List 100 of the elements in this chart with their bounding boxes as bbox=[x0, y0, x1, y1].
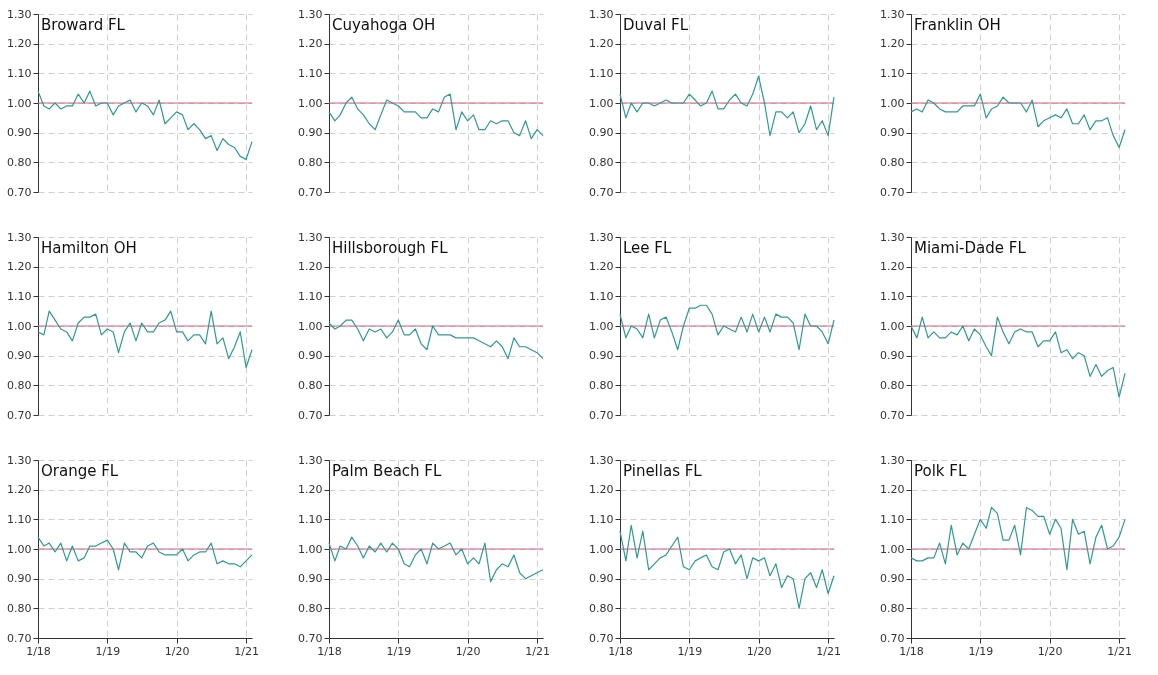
chart-title: Pinellas FL bbox=[623, 462, 703, 480]
y-tick-label: 0.70 bbox=[589, 408, 614, 422]
line-series bbox=[619, 75, 835, 137]
y-tick-label: 1.00 bbox=[589, 319, 614, 333]
y-tick-label: 1.00 bbox=[298, 96, 323, 110]
y-tick-label: 1.00 bbox=[7, 319, 32, 333]
y-tick-label: 0.80 bbox=[298, 155, 323, 169]
y-tick-label: 1.20 bbox=[880, 483, 905, 497]
x-tick-label: 1/18 bbox=[317, 644, 342, 658]
y-tick-label: 0.70 bbox=[7, 185, 32, 199]
x-tick-label: 1/20 bbox=[746, 644, 772, 658]
chart-title: Cuyahoga OH bbox=[332, 16, 436, 34]
y-tick-label: 1.30 bbox=[298, 7, 323, 21]
y-tick-label: 0.70 bbox=[880, 185, 905, 199]
line-series bbox=[328, 319, 544, 360]
y-tick-label: 1.30 bbox=[7, 230, 32, 244]
line-series bbox=[910, 506, 1126, 571]
y-tick-label: 1.10 bbox=[589, 66, 614, 80]
y-tick-label: 1.10 bbox=[880, 289, 905, 303]
y-tick-label: 1.10 bbox=[7, 512, 32, 526]
y-tick-label: 1.20 bbox=[298, 483, 323, 497]
y-tick-label: 1.20 bbox=[589, 37, 614, 51]
y-tick-label: 0.80 bbox=[880, 601, 905, 615]
y-tick-label: 1.20 bbox=[880, 260, 905, 274]
x-tick-label: 1/21 bbox=[234, 644, 259, 658]
line-series bbox=[328, 93, 544, 140]
line-series bbox=[619, 524, 835, 609]
line-series bbox=[37, 310, 253, 369]
line-series bbox=[910, 316, 1126, 398]
chart-title: Hillsborough FL bbox=[332, 239, 449, 257]
x-tick-label: 1/21 bbox=[525, 644, 550, 658]
y-tick-label: 0.90 bbox=[589, 349, 614, 363]
y-tick-label: 1.00 bbox=[880, 319, 905, 333]
y-tick-label: 1.10 bbox=[880, 512, 905, 526]
x-tick-label: 1/20 bbox=[164, 644, 190, 658]
y-tick-label: 0.70 bbox=[589, 631, 614, 645]
y-tick-label: 0.90 bbox=[298, 572, 323, 586]
y-tick-label: 0.90 bbox=[589, 572, 614, 586]
x-tick-label: 1/19 bbox=[95, 644, 121, 658]
y-tick-label: 0.70 bbox=[589, 185, 614, 199]
y-tick-label: 1.00 bbox=[880, 542, 905, 556]
y-tick-label: 1.20 bbox=[589, 260, 614, 274]
y-tick-label: 1.10 bbox=[589, 289, 614, 303]
y-tick-label: 1.10 bbox=[298, 289, 323, 303]
y-tick-label: 1.30 bbox=[880, 453, 905, 467]
y-tick-label: 1.30 bbox=[589, 453, 614, 467]
x-tick-label: 1/18 bbox=[899, 644, 924, 658]
y-tick-label: 1.20 bbox=[880, 37, 905, 51]
x-tick-label: 1/18 bbox=[608, 644, 633, 658]
chart-title: Miami-Dade FL bbox=[914, 239, 1027, 257]
y-tick-label: 1.00 bbox=[880, 96, 905, 110]
y-tick-label: 1.00 bbox=[298, 542, 323, 556]
chart-title: Polk FL bbox=[914, 462, 967, 480]
line-series bbox=[328, 536, 544, 583]
y-tick-label: 1.20 bbox=[589, 483, 614, 497]
x-tick-label: 1/19 bbox=[677, 644, 703, 658]
y-tick-label: 0.90 bbox=[7, 349, 32, 363]
y-tick-label: 0.80 bbox=[298, 378, 323, 392]
y-tick-label: 0.90 bbox=[7, 572, 32, 586]
y-tick-label: 1.30 bbox=[298, 230, 323, 244]
x-tick-label: 1/19 bbox=[968, 644, 994, 658]
y-tick-label: 0.80 bbox=[7, 155, 32, 169]
y-tick-label: 1.30 bbox=[7, 453, 32, 467]
y-tick-label: 1.10 bbox=[298, 512, 323, 526]
x-tick-label: 1/20 bbox=[455, 644, 481, 658]
line-series bbox=[619, 304, 835, 351]
y-tick-label: 1.00 bbox=[7, 96, 32, 110]
y-tick-label: 0.80 bbox=[7, 601, 32, 615]
chart-title: Orange FL bbox=[41, 462, 119, 480]
y-tick-label: 1.10 bbox=[7, 66, 32, 80]
x-tick-label: 1/19 bbox=[386, 644, 412, 658]
y-tick-label: 0.70 bbox=[7, 408, 32, 422]
y-tick-label: 0.70 bbox=[7, 631, 32, 645]
y-tick-label: 0.80 bbox=[880, 378, 905, 392]
y-tick-label: 1.30 bbox=[589, 230, 614, 244]
y-tick-label: 1.30 bbox=[880, 230, 905, 244]
y-tick-label: 1.10 bbox=[298, 66, 323, 80]
chart-title: Palm Beach FL bbox=[332, 462, 442, 480]
y-tick-label: 1.20 bbox=[7, 260, 32, 274]
y-tick-label: 0.80 bbox=[589, 155, 614, 169]
y-tick-label: 0.90 bbox=[880, 126, 905, 140]
y-tick-label: 0.70 bbox=[298, 408, 323, 422]
y-tick-label: 0.80 bbox=[7, 378, 32, 392]
y-tick-label: 0.80 bbox=[589, 601, 614, 615]
x-tick-label: 1/21 bbox=[1107, 644, 1132, 658]
x-tick-label: 1/20 bbox=[1037, 644, 1063, 658]
y-tick-label: 1.10 bbox=[880, 66, 905, 80]
y-tick-label: 1.30 bbox=[298, 453, 323, 467]
line-series bbox=[910, 93, 1126, 149]
chart-title: Duval FL bbox=[623, 16, 689, 34]
y-tick-label: 0.70 bbox=[298, 185, 323, 199]
y-tick-label: 1.20 bbox=[298, 37, 323, 51]
y-tick-label: 0.80 bbox=[298, 601, 323, 615]
y-tick-label: 1.30 bbox=[7, 7, 32, 21]
y-tick-label: 0.90 bbox=[298, 349, 323, 363]
y-tick-label: 1.10 bbox=[589, 512, 614, 526]
y-tick-label: 1.30 bbox=[880, 7, 905, 21]
y-tick-label: 1.30 bbox=[589, 7, 614, 21]
chart-title: Hamilton OH bbox=[41, 239, 137, 257]
y-tick-label: 1.10 bbox=[7, 289, 32, 303]
